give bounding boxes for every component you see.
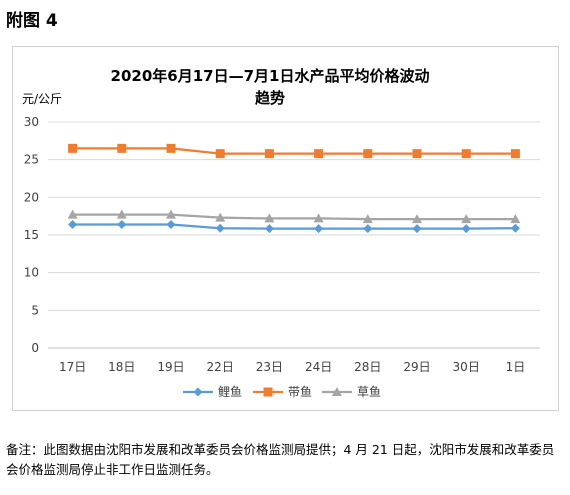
data-point — [314, 224, 324, 234]
line-chart: 2020年6月17日—7月1日水产品平均价格波动 趋势 元/公斤 0 5 10 15 2… — [22, 67, 540, 399]
data-point — [166, 143, 176, 153]
y-tick-label: 5 — [31, 303, 39, 317]
legend-swatch-marker — [193, 387, 203, 397]
legend-item: 草鱼 — [322, 385, 381, 399]
legend-swatch-marker — [263, 387, 273, 397]
series-3 — [67, 209, 521, 224]
series-1 — [68, 219, 520, 234]
x-tick-label: 30日 — [453, 360, 480, 374]
data-point — [117, 143, 127, 153]
data-point — [264, 149, 274, 159]
y-axis-label: 元/公斤 — [22, 92, 62, 106]
y-tick-label: 20 — [24, 190, 39, 204]
data-point — [215, 223, 225, 233]
data-point — [461, 224, 471, 234]
data-point — [166, 219, 176, 229]
legend-label: 草鱼 — [357, 385, 381, 399]
series-line — [72, 213, 516, 221]
x-tick-label: 1日 — [506, 360, 526, 374]
data-point — [510, 149, 520, 159]
y-tick-label: 10 — [24, 266, 39, 280]
data-point — [461, 214, 472, 224]
legend: 鲤鱼 带鱼 草鱼 — [183, 385, 381, 399]
data-point — [412, 224, 422, 234]
data-point — [510, 223, 520, 233]
data-point — [68, 143, 78, 153]
figure-heading: 附图 4 — [6, 11, 58, 31]
data-point — [362, 214, 373, 224]
data-point — [215, 212, 226, 222]
x-tick-label: 23日 — [256, 360, 283, 374]
series-2 — [68, 143, 520, 159]
legend-label: 鲤鱼 — [218, 385, 242, 399]
x-tick-labels: 17日 18日 19日 22日 23日 24日 28日 29日 30日 1日 — [59, 360, 525, 374]
data-point — [215, 149, 225, 159]
data-point — [116, 209, 127, 219]
data-point — [68, 219, 78, 229]
x-tick-label: 29日 — [403, 360, 430, 374]
data-point — [313, 213, 324, 223]
x-tick-label: 22日 — [207, 360, 234, 374]
data-point — [264, 224, 274, 234]
data-point — [314, 149, 324, 159]
chart-title-line1: 2020年6月17日—7月1日水产品平均价格波动 — [111, 67, 430, 85]
x-tick-label: 24日 — [305, 360, 332, 374]
series-group — [67, 143, 521, 234]
legend-item: 鲤鱼 — [183, 385, 242, 399]
data-point — [510, 214, 521, 224]
y-tick-label: 0 — [31, 341, 39, 355]
data-point — [363, 224, 373, 234]
x-tick-label: 19日 — [157, 360, 184, 374]
x-tick-label: 17日 — [59, 360, 86, 374]
data-point — [264, 213, 275, 223]
y-tick-label: 15 — [24, 228, 39, 242]
series-line — [72, 147, 516, 155]
data-point — [461, 149, 471, 159]
legend-swatch-marker — [332, 387, 342, 396]
chart-frame — [12, 46, 559, 411]
y-tick-label: 25 — [24, 153, 39, 167]
data-point — [412, 214, 422, 224]
data-point — [166, 209, 176, 219]
y-tick-label: 30 — [24, 115, 39, 129]
x-tick-label: 28日 — [354, 360, 381, 374]
data-point — [67, 209, 78, 219]
chart-title-line2: 趋势 — [255, 89, 285, 107]
data-point — [363, 149, 373, 159]
data-point — [412, 149, 422, 159]
series-line — [72, 223, 516, 230]
footnote: 备注：此图数据由沈阳市发展和改革委员会价格监测局提供；4 月 21 日起，沈阳市… — [6, 442, 555, 477]
legend-label: 带鱼 — [288, 385, 312, 399]
legend-item: 带鱼 — [253, 385, 312, 399]
y-tick-labels: 0 5 10 15 20 25 30 — [24, 115, 39, 355]
x-tick-label: 18日 — [108, 360, 135, 374]
gridlines — [48, 121, 540, 349]
data-point — [117, 219, 127, 229]
